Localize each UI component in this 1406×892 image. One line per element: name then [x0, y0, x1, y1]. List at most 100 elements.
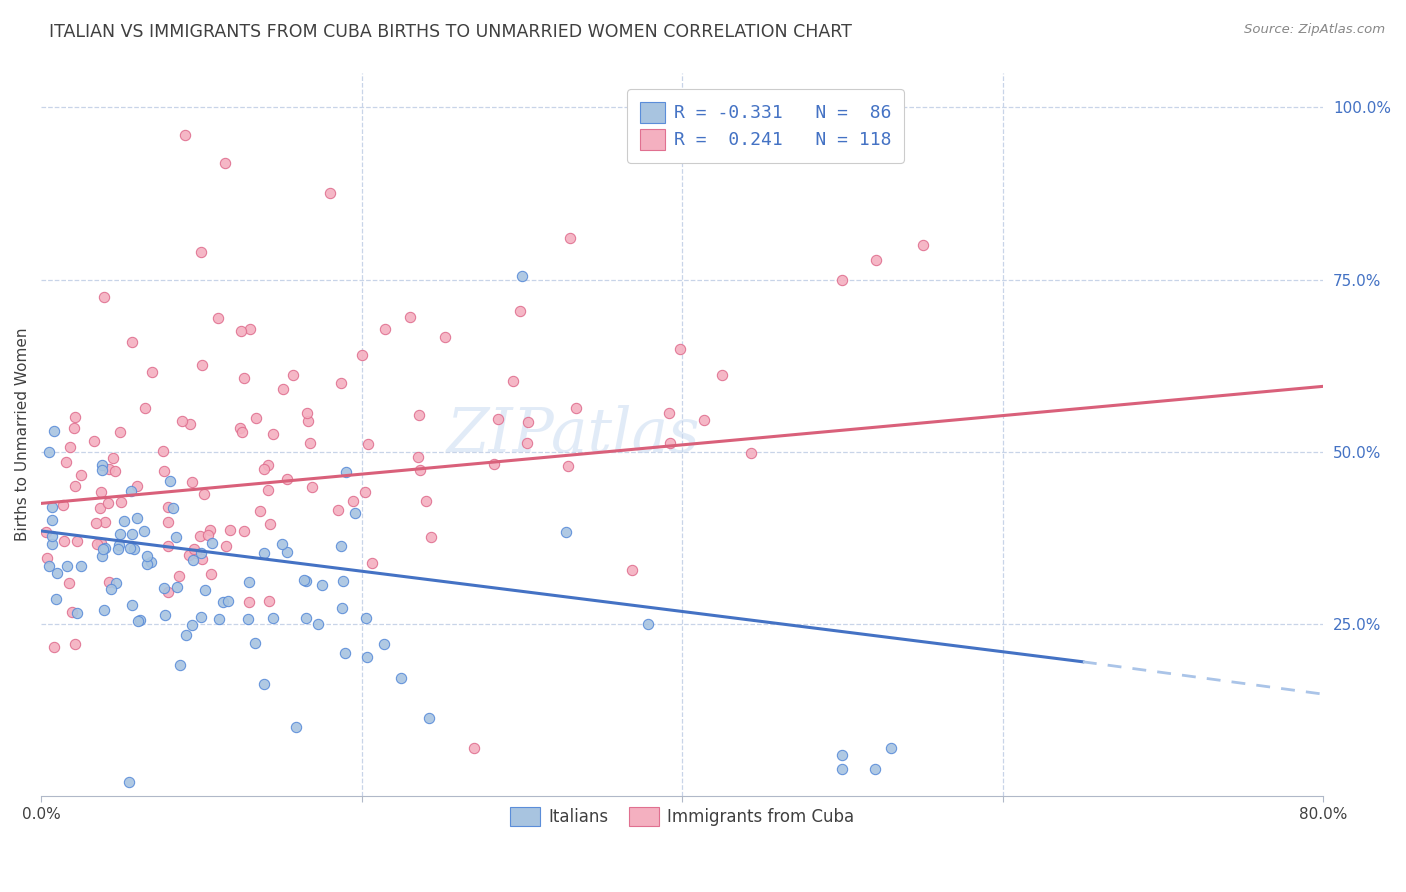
Point	[249, 503, 271, 517]
Point	[156, 500, 179, 515]
Point	[361, 556, 384, 570]
Point	[343, 506, 366, 520]
Point	[165, 530, 187, 544]
Point	[297, 414, 319, 428]
Point	[668, 342, 690, 356]
Point	[711, 368, 734, 382]
Point	[120, 541, 142, 555]
Point	[35, 550, 58, 565]
Point	[69, 468, 91, 483]
Point	[89, 501, 111, 516]
Point	[86, 537, 108, 551]
Point	[637, 616, 659, 631]
Legend: Italians, Immigrants from Cuba: Italians, Immigrants from Cuba	[502, 799, 862, 835]
Point	[658, 406, 681, 420]
Point	[93, 541, 115, 555]
Point	[94, 515, 117, 529]
Point	[58, 575, 80, 590]
Point	[129, 614, 152, 628]
Point	[238, 611, 260, 625]
Point	[262, 610, 284, 624]
Point	[65, 479, 87, 493]
Point	[299, 436, 322, 450]
Point	[169, 658, 191, 673]
Point	[276, 472, 298, 486]
Point	[420, 530, 443, 544]
Point	[193, 582, 215, 597]
Point	[502, 374, 524, 388]
Point	[253, 546, 276, 560]
Point	[159, 474, 181, 488]
Point	[391, 671, 413, 685]
Point	[108, 527, 131, 541]
Point	[190, 546, 212, 560]
Point	[740, 446, 762, 460]
Point	[463, 740, 485, 755]
Point	[231, 425, 253, 439]
Point	[174, 128, 197, 142]
Y-axis label: Births to Unmarried Women: Births to Unmarried Women	[15, 327, 30, 541]
Point	[245, 636, 267, 650]
Point	[307, 617, 329, 632]
Point	[190, 245, 212, 260]
Point	[292, 574, 315, 588]
Point	[136, 557, 159, 571]
Point	[191, 358, 214, 372]
Point	[863, 762, 886, 776]
Point	[373, 637, 395, 651]
Point	[181, 553, 204, 567]
Point	[214, 539, 236, 553]
Point	[509, 304, 531, 318]
Point	[350, 348, 373, 362]
Point	[693, 412, 716, 426]
Point	[357, 436, 380, 450]
Point	[180, 475, 202, 490]
Point	[122, 541, 145, 556]
Point	[212, 594, 235, 608]
Point	[100, 582, 122, 596]
Point	[120, 483, 142, 498]
Point	[179, 417, 201, 431]
Point	[245, 411, 267, 425]
Point	[132, 524, 155, 538]
Point	[510, 269, 533, 284]
Point	[121, 598, 143, 612]
Point	[865, 253, 887, 268]
Point	[354, 611, 377, 625]
Point	[152, 444, 174, 458]
Point	[831, 747, 853, 762]
Point	[153, 464, 176, 478]
Point	[108, 538, 131, 552]
Point	[44, 640, 66, 655]
Point	[112, 514, 135, 528]
Point	[879, 740, 901, 755]
Point	[105, 576, 128, 591]
Point	[42, 424, 65, 438]
Point	[41, 529, 63, 543]
Point	[93, 290, 115, 304]
Point	[63, 421, 86, 435]
Point	[172, 414, 194, 428]
Point	[110, 495, 132, 509]
Point	[335, 465, 357, 479]
Point	[207, 311, 229, 326]
Point	[166, 580, 188, 594]
Point	[156, 515, 179, 529]
Point	[484, 457, 506, 471]
Point	[56, 559, 79, 574]
Point	[328, 502, 350, 516]
Point	[356, 649, 378, 664]
Point	[273, 383, 295, 397]
Point	[153, 581, 176, 595]
Point	[252, 677, 274, 691]
Point	[60, 605, 83, 619]
Point	[90, 484, 112, 499]
Point	[190, 529, 212, 543]
Point	[162, 501, 184, 516]
Point	[97, 461, 120, 475]
Point	[295, 611, 318, 625]
Point	[259, 517, 281, 532]
Point	[200, 566, 222, 581]
Point	[97, 496, 120, 510]
Point	[41, 500, 63, 514]
